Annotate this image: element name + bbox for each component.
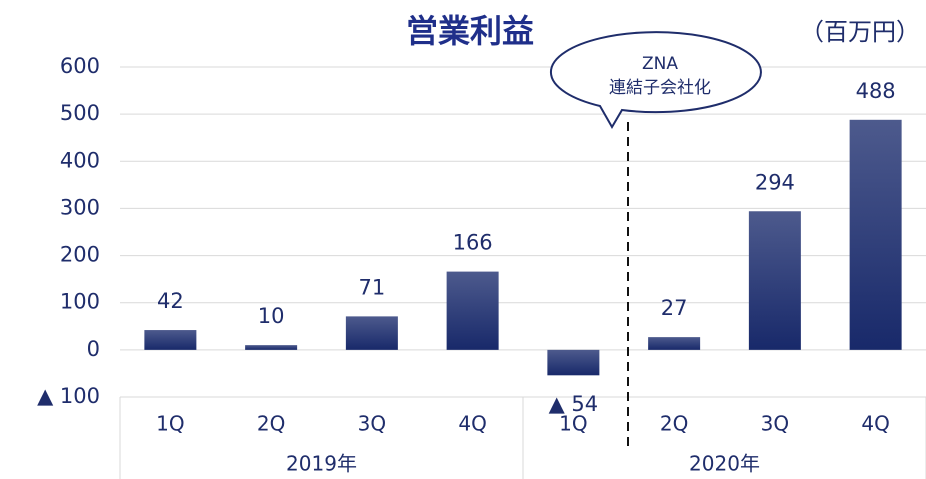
chart-title: 営業利益: [406, 12, 534, 50]
bar: [144, 330, 197, 350]
annotation-text: ZNA: [642, 54, 678, 74]
data-label: ▲ 54: [549, 392, 599, 416]
bar: [345, 316, 398, 350]
x-tick-label: 1Q: [156, 412, 184, 436]
y-tick-label: 500: [60, 101, 100, 125]
y-tick-label: 300: [60, 195, 100, 219]
x-tick-label: 4Q: [458, 412, 486, 436]
bar: [748, 211, 801, 350]
bar: [648, 337, 701, 350]
y-tick-label: 400: [60, 148, 100, 172]
x-tick-label: 1Q: [559, 412, 587, 436]
y-tick-label: 100: [60, 290, 100, 314]
y-tick-label: ▲ 100: [37, 384, 100, 408]
x-tick-label: 3Q: [761, 412, 789, 436]
bar: [446, 271, 499, 350]
bar: [245, 345, 298, 350]
x-tick-label: 2Q: [257, 412, 285, 436]
y-tick-label: 600: [60, 54, 100, 78]
callout-bubble: [550, 31, 762, 129]
bar: [849, 119, 902, 350]
data-label: 27: [661, 296, 688, 320]
x-tick-label: 4Q: [861, 412, 889, 436]
data-label: 71: [359, 275, 386, 299]
annotation-text: 連結子会社化: [609, 78, 711, 98]
data-label: 42: [157, 289, 184, 313]
x-tick-label: 2Q: [660, 412, 688, 436]
data-label: 488: [856, 79, 896, 103]
bar: [547, 349, 600, 376]
unit-label: （百万円）: [800, 18, 920, 46]
data-label: 294: [755, 170, 795, 194]
data-label: 10: [258, 304, 285, 328]
y-tick-label: 200: [60, 243, 100, 267]
y-tick-label: 0: [87, 337, 100, 361]
group-label: 2020年: [689, 452, 760, 476]
group-label: 2019年: [286, 452, 357, 476]
data-label: 166: [453, 231, 493, 255]
x-tick-label: 3Q: [358, 412, 386, 436]
